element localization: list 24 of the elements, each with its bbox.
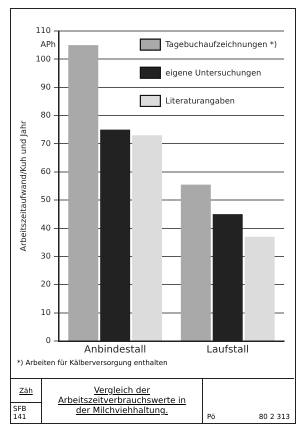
y-tick-label: 110 [36, 26, 51, 36]
legend-label: eigene Untersuchungen [165, 68, 262, 78]
text: Vergleich der Arbeitszeitverbrauchswerte in der Milchviehhaltung. [42, 379, 203, 423]
legend-label: Literaturangaben [165, 96, 235, 106]
bar [68, 45, 98, 340]
y-tick-label: 0 [46, 336, 51, 346]
y-tick-label: 90 [40, 82, 51, 92]
bar [180, 184, 211, 340]
x-tick-label: Laufstall [206, 344, 249, 356]
y-tick-label: 80 [40, 110, 51, 120]
x-tick-label: Anbindestall [84, 344, 146, 356]
y-tick-label: 40 [40, 223, 51, 232]
y-axis-title: Arbeitszeitaufwand/Kuh und Jahr [18, 120, 28, 252]
y-tick-label: 30 [40, 252, 51, 261]
y-tick-label: 20 [40, 280, 51, 289]
legend-label: Tagebuchaufzeichnungen *) [164, 40, 278, 50]
y-tick-label: 70 [40, 138, 51, 148]
y-tick-label: 100 [36, 54, 51, 64]
bar [132, 135, 162, 340]
y-tick-label: 10 [40, 308, 51, 317]
text: APh [40, 40, 56, 50]
y-tick-label: 50 [40, 195, 51, 204]
y-tick-label: 60 [40, 166, 51, 176]
bar [244, 236, 275, 340]
